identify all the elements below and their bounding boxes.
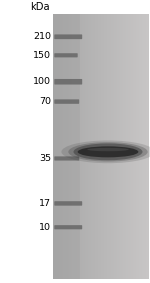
Text: 17: 17 [39,199,51,208]
Text: 35: 35 [39,154,51,163]
Text: kDa: kDa [30,1,50,12]
Text: 150: 150 [33,51,51,60]
Ellipse shape [74,143,142,160]
Ellipse shape [68,142,148,162]
Ellipse shape [87,148,129,151]
Text: 100: 100 [33,77,51,86]
Text: 70: 70 [39,97,51,106]
Ellipse shape [78,146,138,157]
Bar [53,14,80,279]
FancyBboxPatch shape [54,99,79,104]
FancyBboxPatch shape [54,35,82,39]
FancyBboxPatch shape [54,156,79,160]
FancyBboxPatch shape [54,53,78,57]
Text: 210: 210 [33,32,51,41]
FancyBboxPatch shape [54,225,82,229]
Ellipse shape [61,140,150,163]
FancyBboxPatch shape [54,201,82,206]
FancyBboxPatch shape [54,79,82,85]
Text: 10: 10 [39,223,51,232]
